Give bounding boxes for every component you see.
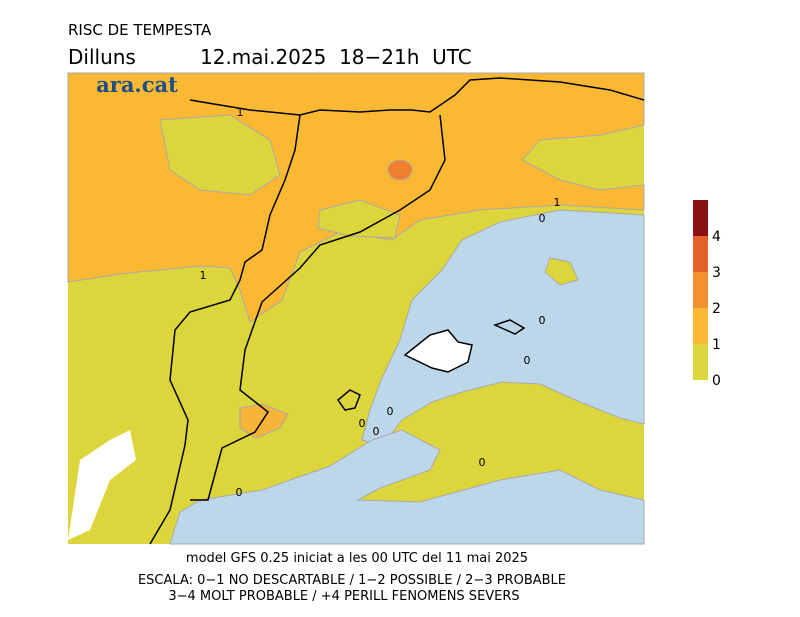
title: RISC DE TEMPESTA — [68, 21, 212, 39]
contour-label: 0 — [524, 354, 531, 367]
contour-label: 0 — [373, 425, 380, 438]
contour-label: 0 — [539, 314, 546, 327]
legend-swatch — [693, 344, 708, 380]
contour-label: 0 — [359, 417, 366, 430]
contour-label: 1 — [200, 269, 207, 282]
legend: 4 3 2 1 0 — [693, 200, 721, 389]
day: Dilluns — [68, 45, 136, 69]
legend-swatch — [693, 272, 708, 308]
border — [149, 114, 301, 545]
legend-label: 0 — [712, 373, 721, 389]
contour-label: 1 — [554, 196, 561, 209]
yellow-zone — [544, 257, 579, 286]
contour-label: 0 — [479, 456, 486, 469]
yellow-zone — [317, 199, 401, 239]
legend-label: 1 — [712, 337, 721, 353]
map: ara.cat 1 1 1 0 0 0 0 0 0 0 0 — [67, 72, 645, 545]
footer-line: model GFS 0.25 iniciat a les 00 UTC del … — [186, 551, 528, 566]
legend-label: 3 — [712, 265, 721, 281]
island — [336, 389, 361, 411]
logo: ara.cat — [96, 72, 178, 97]
legend-swatch — [693, 236, 708, 272]
island — [403, 329, 473, 373]
legend-label: 2 — [712, 301, 721, 317]
contour-label: 0 — [236, 486, 243, 499]
footer-line: 3−4 MOLT PROBABLE / +4 PERILL FENOMENS S… — [168, 589, 519, 604]
orange-blob — [239, 403, 289, 439]
white-area — [68, 430, 136, 540]
legend-swatch — [693, 200, 708, 236]
contour-label: 0 — [539, 212, 546, 225]
contour-label: 1 — [237, 106, 244, 119]
legend-swatch — [693, 308, 708, 344]
coastline — [190, 114, 446, 501]
contour-label: 0 — [387, 405, 394, 418]
footer-line: ESCALA: 0−1 NO DESCARTABLE / 1−2 POSSIBL… — [138, 573, 566, 588]
island — [492, 319, 526, 335]
yellow-zone — [159, 114, 281, 196]
border — [189, 77, 645, 116]
date: 12.mai.2025 18−21h UTC — [200, 45, 472, 69]
legend-label: 4 — [712, 229, 721, 245]
orange-blob — [387, 159, 413, 181]
sea — [169, 429, 645, 545]
